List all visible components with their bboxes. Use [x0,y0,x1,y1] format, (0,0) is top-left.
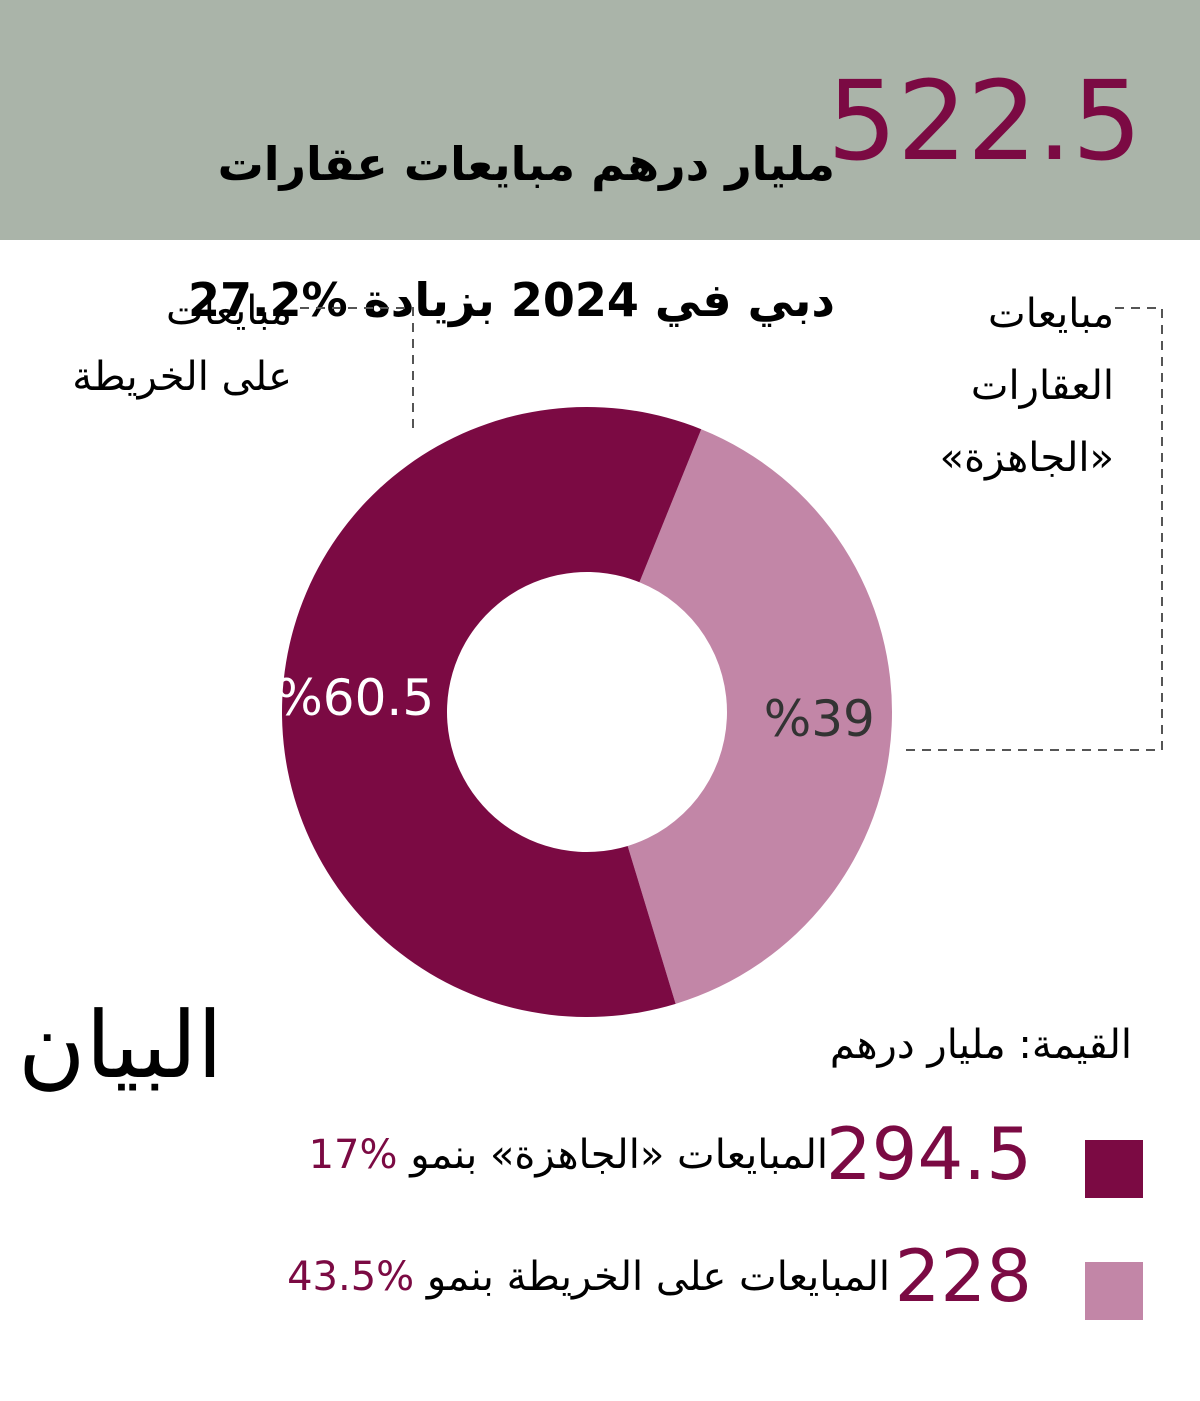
callout-line [905,307,1163,751]
title-line: دبي في 2024 بزيادة %27.2 [188,273,835,327]
header-value: 522.5 [827,57,1142,185]
legend-unit: القيمة: مليار درهم [829,1022,1132,1068]
slice-category: مبايعات على الخريطة [72,288,292,400]
slice-value-label: %60.5 [275,669,434,727]
title-line: مليار درهم مبايعات عقارات [217,137,835,191]
legend-value: 228 [894,1234,1032,1318]
header-band [0,0,1200,240]
legend-swatch [1085,1262,1143,1320]
slice-category: مبايعات العقارات «الجاهزة» [939,291,1114,481]
legend-text: المبايعات على الخريطة بنمو %43.5 [287,1254,890,1300]
legend-swatch [1085,1140,1143,1198]
logo: البيان [18,995,223,1097]
donut-slice [627,429,893,1004]
donut-slice [281,406,702,1017]
legend-value: 294.5 [825,1112,1032,1196]
legend-growth: %43.5 [287,1254,415,1300]
legend-label: المبايعات «الجاهزة» بنمو [410,1132,828,1178]
legend-growth: %17 [308,1132,398,1178]
slice-value-label: %39 [764,690,875,748]
header-title: مليار درهم مبايعات عقارات دبي في 2024 بز… [188,62,835,402]
callout-line [300,307,414,435]
legend-label: المبايعات على الخريطة بنمو [426,1254,890,1300]
legend-text: المبايعات «الجاهزة» بنمو %17 [309,1132,828,1178]
